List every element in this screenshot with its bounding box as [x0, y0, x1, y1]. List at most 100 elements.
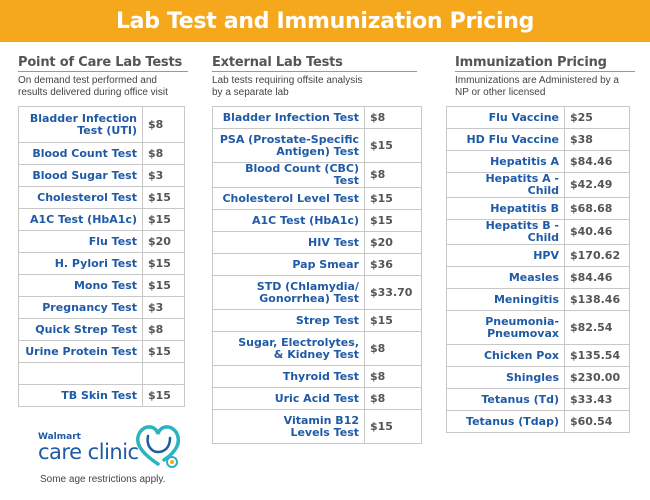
test-price: $135.54: [564, 344, 630, 367]
test-name-line: Strep Test: [295, 313, 359, 327]
test-price: $20: [142, 230, 185, 253]
test-name-line: Shingles: [505, 370, 559, 384]
test-name-line: & Kidney Test: [273, 347, 359, 361]
test-name: Meningitis: [446, 288, 565, 311]
table-row: Measles $84.46: [446, 266, 630, 289]
test-price: $60.54: [564, 410, 630, 433]
test-price: $15: [142, 340, 185, 363]
test-name-line: Cholesterol Test: [37, 190, 137, 204]
test-price: $8: [364, 387, 422, 410]
test-name: Hepatitis B: [446, 197, 565, 220]
test-name-line: Measles: [508, 270, 559, 284]
immunization-table: Flu Vaccine $25 HD Flu Vaccine $38 Hepatitis…: [446, 106, 630, 433]
test-price: $3: [142, 164, 185, 187]
table-row: Quick Strep Test $8: [18, 318, 185, 341]
section-subtitle-line1: Immunizations are Administered by a: [455, 75, 619, 86]
table-row: Tetanus (Tdap) $60.54: [446, 410, 630, 433]
test-name-line: Urine Protein Test: [25, 344, 137, 358]
test-name: H. Pylori Test: [18, 252, 143, 275]
section-title: External Lab Tests: [212, 55, 343, 70]
test-name: STD (Chlamydia/Gonorrhea) Test: [212, 275, 365, 310]
test-name-line: Flu Vaccine: [488, 110, 559, 124]
table-row: HPV $170.62: [446, 244, 630, 267]
table-row: Cholesterol Test $15: [18, 186, 185, 209]
table-row: Hepatitis B $68.68: [446, 197, 630, 220]
test-price: $15: [142, 186, 185, 209]
test-name: HPV: [446, 244, 565, 267]
test-name-line: Pneumonia-: [485, 314, 559, 328]
divider: [212, 71, 417, 72]
stethoscope-heart-icon: [136, 425, 181, 468]
test-name-line: Antigen) Test: [276, 144, 359, 158]
test-name-line: Thyroid Test: [282, 369, 359, 383]
test-price: $15: [364, 187, 422, 210]
table-row: Cholesterol Level Test $15: [212, 187, 422, 210]
test-name-line: Hepatits B - Child: [485, 219, 559, 244]
test-name: Cholesterol Level Test: [212, 187, 365, 210]
age-restriction-note: Some age restrictions apply.: [40, 474, 166, 485]
table-row: HD Flu Vaccine $38: [446, 128, 630, 151]
table-row: Chicken Pox $135.54: [446, 344, 630, 367]
test-price: $82.54: [564, 310, 630, 345]
test-name-line: Gonorrhea) Test: [259, 291, 359, 305]
table-row: Uric Acid Test $8: [212, 387, 422, 410]
test-name-line: Pneumovax: [487, 326, 559, 340]
test-name-line: Levels Test: [290, 425, 359, 439]
test-name: [18, 362, 143, 385]
test-price: $8: [142, 106, 185, 143]
test-name: Shingles: [446, 366, 565, 389]
table-row: Sugar, Electrolytes, & Kidney Test $8: [212, 331, 422, 366]
test-name: A1C Test (HbA1c): [18, 208, 143, 231]
test-price: $38: [564, 128, 630, 151]
table-row: Pneumonia- Pneumovax $82.54: [446, 310, 630, 345]
table-row: Blood Count (CBC) Test $8: [212, 162, 422, 188]
test-name: Flu Test: [18, 230, 143, 253]
table-row: Flu Vaccine $25: [446, 106, 630, 129]
test-name: TB Skin Test: [18, 384, 143, 407]
test-name: Flu Vaccine: [446, 106, 565, 129]
test-name-line: Mono Test: [73, 278, 137, 292]
test-name: Uric Acid Test: [212, 387, 365, 410]
test-name-line: Blood Sugar Test: [32, 168, 137, 182]
test-price: $36: [364, 253, 422, 276]
test-price: $8: [364, 365, 422, 388]
test-name-line: Bladder Infection: [29, 111, 137, 125]
test-name: Blood Count (CBC) Test: [212, 162, 365, 188]
test-name: Pap Smear: [212, 253, 365, 276]
test-price: $68.68: [564, 197, 630, 220]
test-name: Blood Sugar Test: [18, 164, 143, 187]
test-name: Blood Count Test: [18, 142, 143, 165]
table-row: TB Skin Test $15: [18, 384, 185, 407]
test-price: $15: [364, 128, 422, 163]
table-row: Shingles $230.00: [446, 366, 630, 389]
table-row: PSA (Prostate-Specific Antigen) Test $15: [212, 128, 422, 163]
test-name-line: Cholesterol Level Test: [222, 191, 359, 205]
test-price: $15: [364, 409, 422, 444]
test-name: Bladder Infection Test (UTI): [18, 106, 143, 143]
test-name: Mono Test: [18, 274, 143, 297]
test-name-line: Blood Count (CBC) Test: [245, 162, 359, 187]
table-row: Hepatitis A $84.46: [446, 150, 630, 173]
table-row: Blood Count Test $8: [18, 142, 185, 165]
table-row: Vitamin B12 Levels Test $15: [212, 409, 422, 444]
test-name-line: Test (UTI): [77, 123, 137, 137]
table-row: H. Pylori Test $15: [18, 252, 185, 275]
test-name-line: Blood Count Test: [32, 146, 137, 160]
test-price: $15: [142, 252, 185, 275]
test-name: Sugar, Electrolytes, & Kidney Test: [212, 331, 365, 366]
test-name-line: H. Pylori Test: [54, 256, 137, 270]
test-name: Pneumonia- Pneumovax: [446, 310, 565, 345]
test-name-line: Uric Acid Test: [274, 391, 359, 405]
test-price: $8: [364, 106, 422, 129]
point-of-care-header: Point of Care Lab Tests On demand test p…: [18, 55, 188, 99]
table-row: Bladder Infection Test $8: [212, 106, 422, 129]
test-name-line: Pregnancy Test: [42, 300, 137, 314]
table-row: Thyroid Test $8: [212, 365, 422, 388]
test-name: Bladder Infection Test: [212, 106, 365, 129]
test-price: $170.62: [564, 244, 630, 267]
section-subtitle-line2: NP or other licensed: [455, 87, 546, 98]
test-price: $33.70: [364, 275, 422, 310]
test-name-line: A1C Test (HbA1c): [251, 213, 359, 227]
section-title: Point of Care Lab Tests: [18, 55, 183, 70]
table-row: Blood Sugar Test $3: [18, 164, 185, 187]
